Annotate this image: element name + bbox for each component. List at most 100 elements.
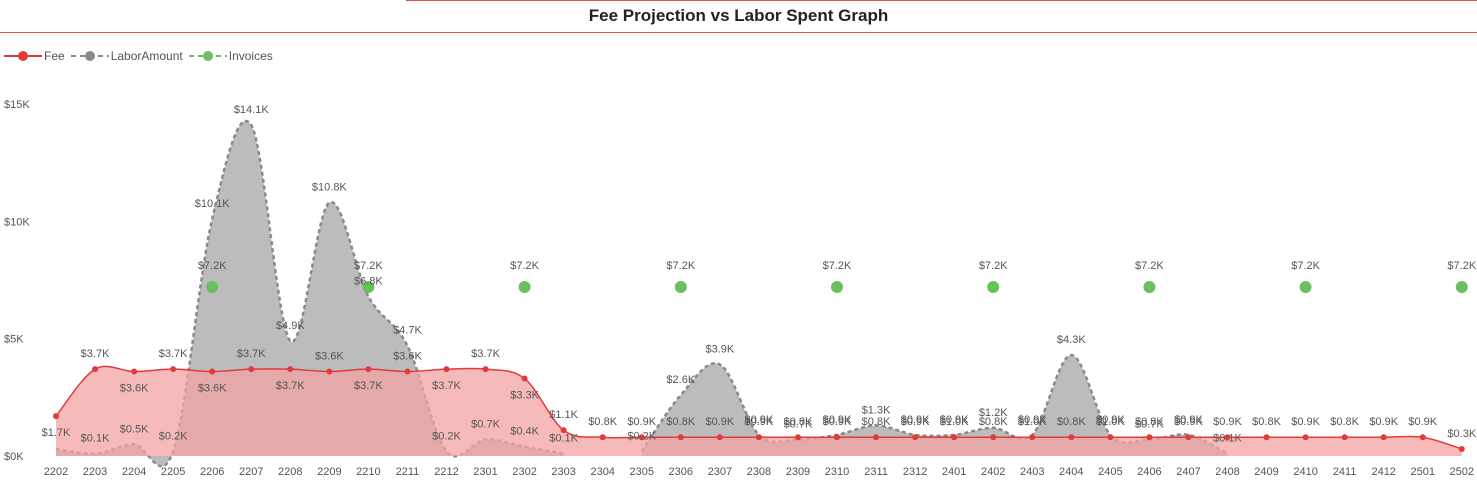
fee-point	[912, 434, 919, 441]
fee-point	[755, 434, 762, 441]
fee-point	[716, 434, 723, 441]
labor-data-label: $0.9K	[823, 414, 852, 426]
fee-point	[1029, 434, 1036, 441]
labor-data-label: $0.1K	[1213, 433, 1242, 445]
x-tick-label: 2410	[1293, 466, 1317, 478]
labor-data-label: $0.2K	[432, 430, 461, 442]
x-tick-label: 2304	[590, 466, 614, 478]
title-bottom-rule	[0, 32, 1477, 33]
fee-data-label: $0.9K	[1174, 416, 1203, 428]
labor-data-label: $4.9K	[276, 320, 305, 332]
labor-data-label: $6.8K	[354, 275, 383, 287]
labor-data-label: $2.6K	[666, 374, 695, 386]
fee-data-label: $0.9K	[1369, 416, 1398, 428]
labor-data-label: $0.7K	[1135, 419, 1164, 431]
fee-data-label: $0.8K	[1135, 416, 1164, 428]
fee-point	[1458, 445, 1465, 452]
title-top-rule	[406, 0, 1477, 1]
fee-point	[287, 366, 294, 373]
legend-item-fee[interactable]: Fee	[4, 49, 65, 63]
invoice-point	[206, 281, 219, 294]
fee-point	[638, 434, 645, 441]
title-bar: Fee Projection vs Labor Spent Graph	[0, 0, 1477, 33]
x-tick-label: 2405	[1098, 466, 1122, 478]
legend: Fee LaborAmount Invoices	[4, 46, 279, 66]
fee-data-label: $0.9K	[823, 416, 852, 428]
invoice-point	[831, 281, 843, 294]
fee-point	[1263, 434, 1270, 441]
fee-point	[1341, 434, 1348, 441]
invoice-point	[518, 281, 531, 294]
fee-point	[131, 368, 138, 375]
labor-data-label: $0.7K	[784, 419, 813, 431]
fee-point	[1419, 434, 1426, 441]
invoice-point	[1455, 281, 1468, 294]
fee-data-label: $0.3K	[1447, 428, 1476, 440]
x-tick-label: 2303	[551, 466, 575, 478]
x-tick-label: 2208	[278, 466, 302, 478]
labor-data-label: $3.9K	[705, 343, 734, 355]
x-tick-label: 2403	[1020, 466, 1044, 478]
invoice-data-label: $7.2K	[1447, 260, 1476, 272]
x-tick-label: 2502	[1450, 466, 1474, 478]
labor-data-label: $0.7K	[471, 419, 500, 431]
fee-point	[1224, 434, 1231, 441]
fee-data-label: $0.8K	[1057, 416, 1086, 428]
labor-data-label: $0.9K	[940, 414, 969, 426]
invoice-point	[987, 281, 1000, 294]
fee-data-label: $3.7K	[159, 348, 188, 360]
y-tick-label: $5K	[4, 334, 24, 346]
fee-point	[1068, 434, 1075, 441]
fee-data-label: $3.6K	[198, 383, 227, 395]
x-tick-label: 2312	[903, 466, 927, 478]
invoice-data-label: $7.2K	[1291, 260, 1320, 272]
labor-data-label: $0.2K	[159, 430, 188, 442]
x-tick-label: 2411	[1333, 466, 1357, 478]
invoice-data-label: $7.2K	[666, 260, 695, 272]
x-tick-label: 2407	[1176, 466, 1200, 478]
legend-invoices-marker-icon	[188, 51, 227, 61]
labor-data-label: $0.9K	[745, 414, 774, 426]
legend-item-labor[interactable]: LaborAmount	[70, 49, 183, 63]
fee-data-label: $3.6K	[120, 383, 149, 395]
fee-point	[599, 434, 606, 441]
y-tick-label: $0K	[4, 451, 24, 463]
fee-data-label: $3.7K	[432, 380, 461, 392]
fee-data-label: $3.6K	[393, 351, 422, 363]
fee-point	[1380, 434, 1387, 441]
fee-point	[873, 434, 880, 441]
labor-data-label: $10.8K	[312, 182, 348, 194]
fee-point	[248, 366, 255, 373]
fee-point	[1302, 434, 1309, 441]
labor-data-label: $14.1K	[234, 104, 270, 116]
legend-item-invoices[interactable]: Invoices	[188, 49, 273, 63]
invoice-data-label: $7.2K	[979, 260, 1008, 272]
fee-point	[521, 375, 528, 382]
fee-point	[482, 366, 489, 373]
fee-data-label: $0.8K	[1252, 416, 1281, 428]
fee-point	[365, 366, 372, 373]
chart-title: Fee Projection vs Labor Spent Graph	[588, 6, 889, 25]
fee-data-label: $0.9K	[1291, 416, 1320, 428]
fee-data-label: $3.7K	[471, 348, 500, 360]
fee-data-label: $0.9K	[745, 416, 774, 428]
x-tick-label: 2209	[317, 466, 341, 478]
y-tick-label: $15K	[4, 99, 30, 111]
fee-data-label: $3.6K	[315, 351, 344, 363]
labor-data-label: $0.5K	[120, 423, 149, 435]
fee-point	[1185, 434, 1192, 441]
fee-data-label: $0.8K	[862, 416, 891, 428]
fee-data-label: $3.7K	[354, 380, 383, 392]
fee-data-label: $3.7K	[81, 348, 110, 360]
y-tick-label: $10K	[4, 216, 30, 228]
fee-point	[170, 366, 177, 373]
x-tick-label: 2308	[747, 466, 771, 478]
fee-data-label: $3.7K	[276, 380, 305, 392]
invoice-data-label: $7.2K	[354, 260, 383, 272]
x-tick-label: 2202	[44, 466, 68, 478]
fee-data-label: $1.0K	[1096, 416, 1125, 428]
x-tick-label: 2310	[825, 466, 849, 478]
x-tick-label: 2404	[1059, 466, 1083, 478]
fee-data-label: $3.3K	[510, 390, 539, 402]
